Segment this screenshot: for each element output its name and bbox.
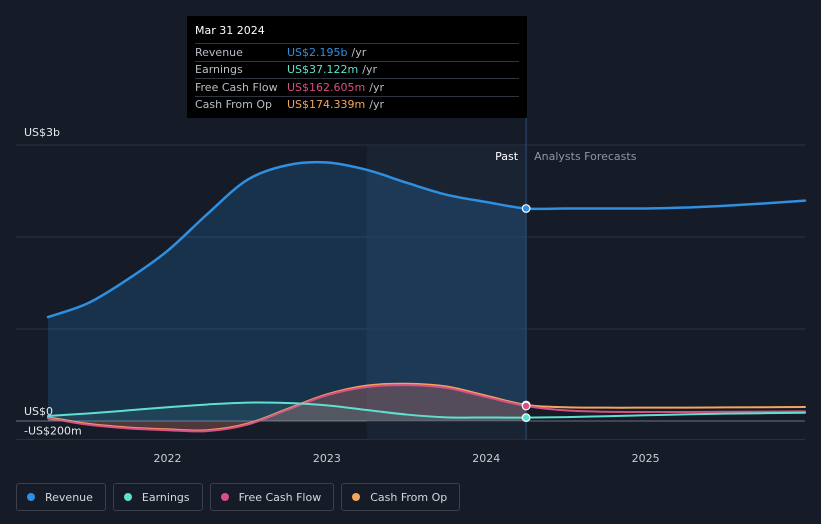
series-area-free-cash-flow: [48, 385, 527, 432]
tooltip-row-free-cash-flow: Free Cash Flow US$162.605m /yr: [195, 78, 519, 96]
tooltip-row-earnings: Earnings US$37.122m /yr: [195, 60, 519, 79]
legend-label: Revenue: [45, 490, 93, 504]
x-tick-label: 2024: [472, 452, 500, 465]
tooltip-label: Cash From Op: [195, 98, 273, 112]
y-tick-label-zero: US$0: [24, 405, 53, 418]
tooltip-value: US$174.339m: [287, 98, 366, 112]
past-label: Past: [495, 150, 519, 163]
tooltip-row-cash-from-op: Cash From Op US$174.339m /yr: [195, 95, 519, 114]
tooltip-unit: /yr: [351, 45, 367, 59]
marker-layer: [521, 204, 531, 422]
tooltip-unit: /yr: [369, 80, 384, 94]
x-tick-label: 2025: [632, 452, 660, 465]
series-line-free-cash-flow: [47, 384, 806, 433]
series-area-cash-from-op: [48, 383, 527, 431]
legend-dot-icon: [352, 493, 361, 501]
x-tick-label: 2022: [154, 452, 182, 465]
x-tick-label: 2023: [313, 452, 341, 465]
marker-revenue: [521, 204, 531, 213]
legend-label: Cash From Op: [370, 490, 448, 504]
tooltip-value: US$2.195b: [287, 45, 348, 59]
tooltip-label: Free Cash Flow: [195, 80, 278, 94]
legend-dot-icon: [220, 493, 229, 501]
tooltip-label: Revenue: [195, 45, 243, 59]
marker-earnings: [521, 413, 531, 422]
tooltip-value: US$162.605m: [287, 80, 366, 94]
series-line-revenue: [46, 160, 807, 319]
legend-item-cash-from-op[interactable]: Cash From Op: [341, 483, 461, 511]
legend-label: Free Cash Flow: [238, 490, 322, 504]
y-tick-label-top: US$3b: [24, 126, 60, 139]
tooltip-date: Mar 31 2024: [195, 24, 265, 37]
tooltip-unit: /yr: [369, 98, 384, 112]
analysts-forecasts-label: Analysts Forecasts: [534, 150, 637, 163]
tooltip-unit: /yr: [362, 63, 377, 77]
chart-canvas: US$3b US$0 -US$200m 2022 2023 2024 2025 …: [16, 118, 807, 465]
legend-dot-icon: [27, 493, 35, 501]
series-area-earnings: [48, 402, 527, 421]
series-layer: [46, 160, 807, 433]
chart-legend: Revenue Earnings Free Cash Flow Cash Fro…: [16, 483, 461, 511]
legend-item-earnings[interactable]: Earnings: [112, 483, 203, 511]
legend-dot-icon: [123, 493, 132, 501]
tooltip-row-revenue: Revenue US$2.195b /yr: [195, 43, 519, 61]
legend-label: Earnings: [141, 490, 190, 504]
marker-free-cash-flow: [521, 401, 531, 411]
data-tooltip: Mar 31 2024 Revenue US$2.195b /yr Earnin…: [187, 16, 527, 118]
legend-item-free-cash-flow[interactable]: Free Cash Flow: [209, 483, 335, 511]
legend-item-revenue[interactable]: Revenue: [16, 483, 106, 511]
tooltip-label: Earnings: [195, 63, 243, 77]
tooltip-value: US$37.122m: [287, 63, 359, 77]
y-tick-label-negative: -US$200m: [24, 424, 82, 437]
series-line-earnings: [47, 401, 806, 419]
series-area-revenue: [48, 162, 527, 421]
